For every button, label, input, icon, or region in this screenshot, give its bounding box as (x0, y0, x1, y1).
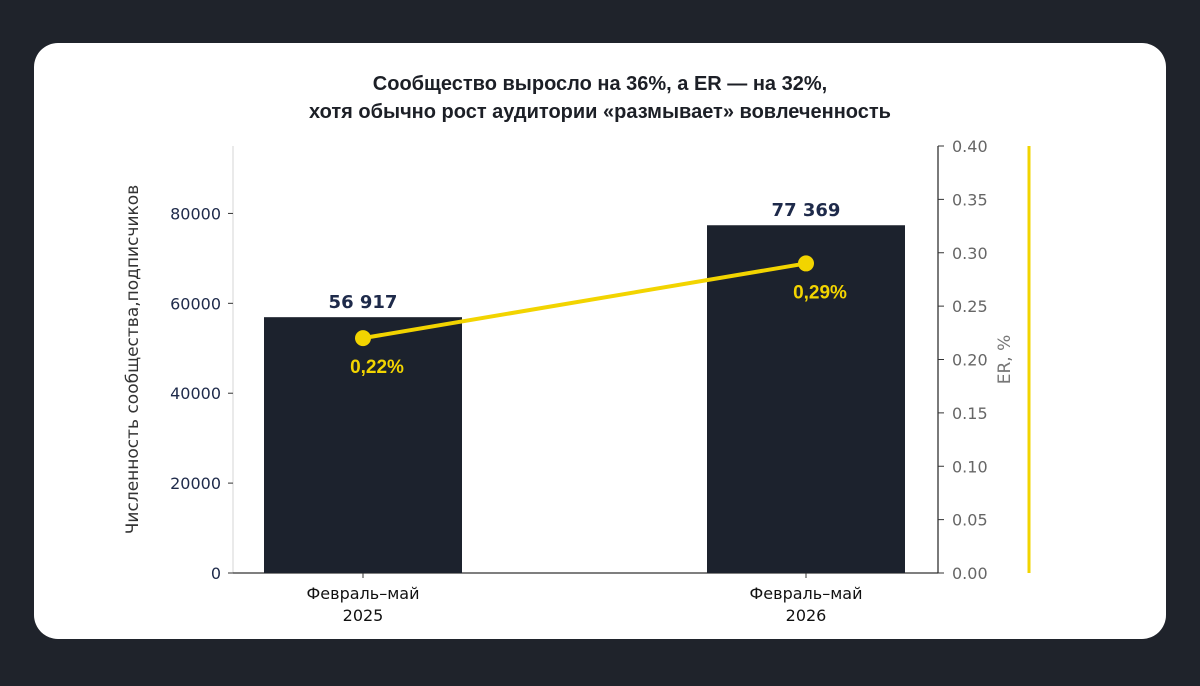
y-right-tick-label: 0.15 (952, 404, 988, 423)
chart-card: Сообщество выросло на 36%, а ER — на 32%… (34, 43, 1166, 639)
chart-title-line-2: хотя обычно рост аудитории «размывает» в… (309, 101, 891, 123)
chart-title-line-1: Сообщество выросло на 36%, а ER — на 32%… (372, 73, 828, 95)
x-tick-label-line-2: 2026 (786, 606, 827, 625)
er-point-2 (798, 255, 814, 272)
y-right-tick-label: 0.30 (952, 244, 988, 263)
y-left-tick-label: 80000 (170, 204, 221, 223)
bar-1 (264, 317, 462, 573)
bar-value-label-2: 77 369 (772, 200, 841, 221)
x-tick-label-line-2: 2025 (343, 606, 384, 625)
y-right-axis-label: ER, % (995, 335, 1015, 385)
x-tick-label-line-1: Февраль–май (750, 584, 863, 603)
y-right-tick-label: 0.10 (952, 457, 988, 476)
bar-value-label-1: 56 917 (329, 292, 398, 313)
y-right-tick-label: 0.05 (952, 511, 988, 530)
er-value-label-1: 0,22% (350, 357, 404, 378)
y-left-axis-label: Численность сообщества,подписчиков (123, 185, 143, 534)
y-right-tick-label: 0.35 (952, 190, 988, 209)
y-left-tick-label: 0 (211, 564, 221, 583)
x-tick-label-line-1: Февраль–май (307, 584, 420, 603)
combo-chart: 0 20000 40000 60000 80000 0.00 0.05 0.10 0.15 0.2… (123, 137, 1031, 625)
y-right-tick-label: 0.20 (952, 351, 988, 370)
y-left-tick-label: 40000 (170, 384, 221, 403)
y-left-tick-label: 20000 (170, 474, 221, 493)
bar-2 (707, 225, 905, 573)
er-line (362, 261, 807, 341)
er-point-1 (355, 330, 371, 347)
y-left-tick-label: 60000 (170, 294, 221, 313)
y-right-tick-label: 0.40 (952, 137, 988, 156)
er-value-label-2: 0,29% (793, 282, 847, 303)
y-right-tick-label: 0.25 (952, 297, 988, 316)
y-right-tick-label: 0.00 (952, 564, 988, 583)
